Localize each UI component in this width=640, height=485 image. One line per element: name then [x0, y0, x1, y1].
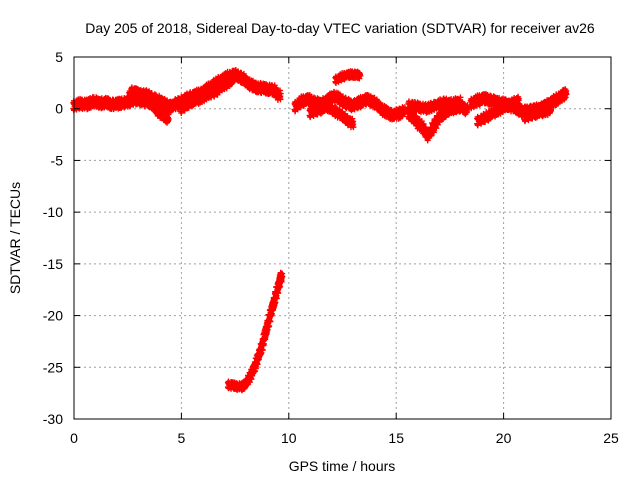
chart-title: Day 205 of 2018, Sidereal Day-to-day VTE…	[85, 20, 595, 36]
series-main-track	[70, 67, 283, 115]
series-isolated-13	[332, 68, 363, 86]
data-layer	[70, 67, 569, 393]
